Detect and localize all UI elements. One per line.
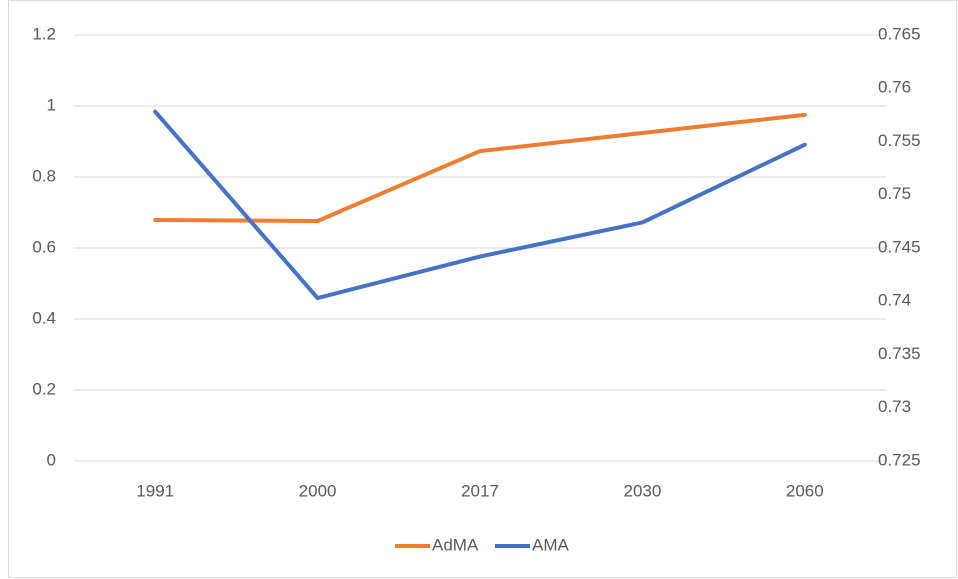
y2-tick-label: 0.765 [878, 24, 921, 43]
y2-tick-label: 0.735 [878, 344, 921, 363]
y-tick-label: 1 [47, 95, 56, 114]
y2-tick-label: 0.745 [878, 237, 921, 256]
y2-tick-label: 0.76 [878, 78, 911, 97]
y2-tick-label: 0.75 [878, 184, 911, 203]
series-line [153, 109, 807, 301]
y2-tick-label: 0.74 [878, 291, 911, 310]
series-line [153, 112, 807, 224]
y2-tick-label: 0.755 [878, 131, 921, 150]
x-tick-label: 1991 [136, 481, 174, 500]
y-tick-label: 0.4 [32, 308, 56, 327]
x-tick-label: 2017 [461, 481, 499, 500]
x-tick-label: 2000 [299, 481, 337, 500]
x-tick-label: 2030 [623, 481, 661, 500]
y-tick-label: 0.6 [32, 237, 56, 256]
legend-label: AdMA [432, 535, 479, 554]
y-tick-label: 0 [47, 450, 56, 469]
y2-tick-label: 0.73 [878, 397, 911, 416]
y-tick-label: 1.2 [32, 24, 56, 43]
y2-tick-label: 0.725 [878, 450, 921, 469]
y-tick-label: 0.8 [32, 166, 56, 185]
chart-frame [8, 0, 957, 578]
x-tick-label: 2060 [786, 481, 824, 500]
y-tick-label: 0.2 [32, 379, 56, 398]
legend-label: AMA [532, 535, 570, 554]
